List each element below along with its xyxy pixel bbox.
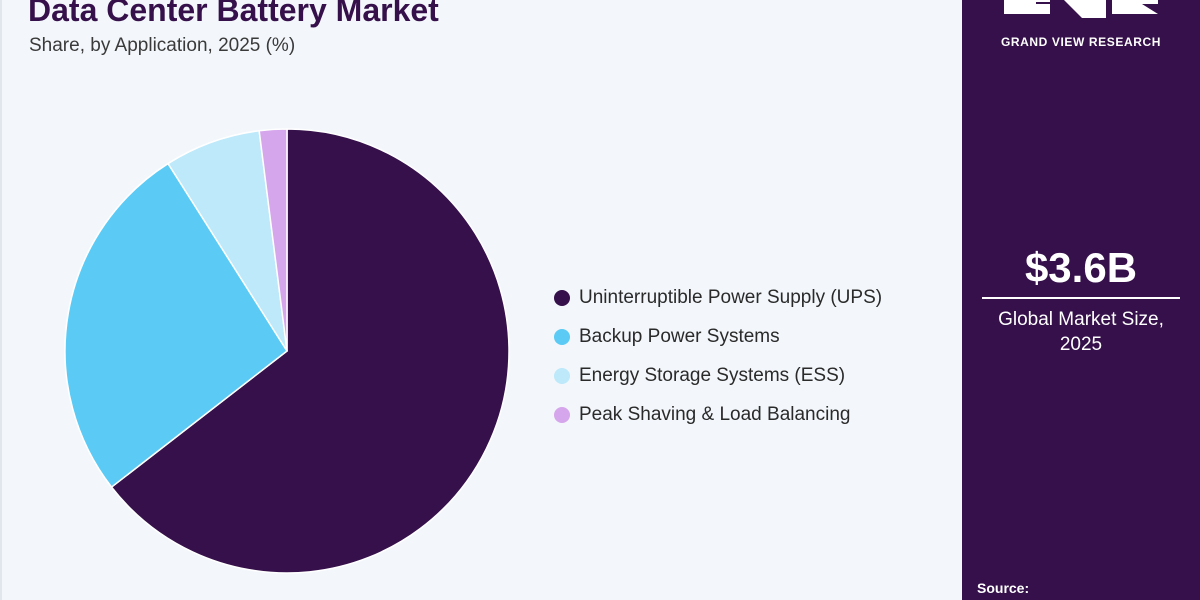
legend-marker — [554, 289, 570, 306]
legend-label: Backup Power Systems — [579, 325, 780, 347]
chart-subtitle: Share, by Application, 2025 (%) — [29, 35, 296, 56]
market-size-label-line-2: 2025 — [1059, 334, 1103, 355]
pie-chart — [64, 128, 510, 574]
legend-item: Backup Power Systems — [554, 317, 882, 356]
pie-slice-4 — [258, 128, 288, 352]
market-summary-panel: GRAND VIEW RESEARCH $3.6B Global Market … — [962, 0, 1200, 600]
chart-title: Data Center Battery Market — [28, 0, 439, 28]
pie-slice-2 — [64, 162, 288, 488]
legend-label: Peak Shaving & Load Balancing — [579, 403, 851, 425]
legend-item: Energy Storage Systems (ESS) — [554, 356, 882, 395]
chart-legend: Uninterruptible Power Supply (UPS) Backup… — [554, 278, 882, 434]
market-size-label-line-1: Global Market Size, — [998, 309, 1164, 330]
divider — [982, 297, 1180, 299]
legend-label: Uninterruptible Power Supply (UPS) — [579, 286, 883, 308]
legend-label: Energy Storage Systems (ESS) — [579, 364, 846, 386]
market-size-label: Global Market Size, 2025 — [962, 307, 1200, 357]
legend-item: Peak Shaving & Load Balancing — [554, 395, 882, 434]
gvr-logo-icon — [1004, 0, 1158, 18]
legend-marker — [554, 328, 570, 345]
legend-marker — [554, 367, 570, 384]
legend-marker — [554, 406, 570, 423]
chart-area: Data Center Battery Market Share, by App… — [0, 0, 962, 600]
brand-name: GRAND VIEW RESEARCH — [1000, 35, 1162, 49]
source-label: Source: — [977, 580, 1030, 596]
legend-item: Uninterruptible Power Supply (UPS) — [554, 278, 882, 317]
market-size-value: $3.6B — [1024, 244, 1138, 291]
pie-slice-1 — [110, 128, 510, 574]
